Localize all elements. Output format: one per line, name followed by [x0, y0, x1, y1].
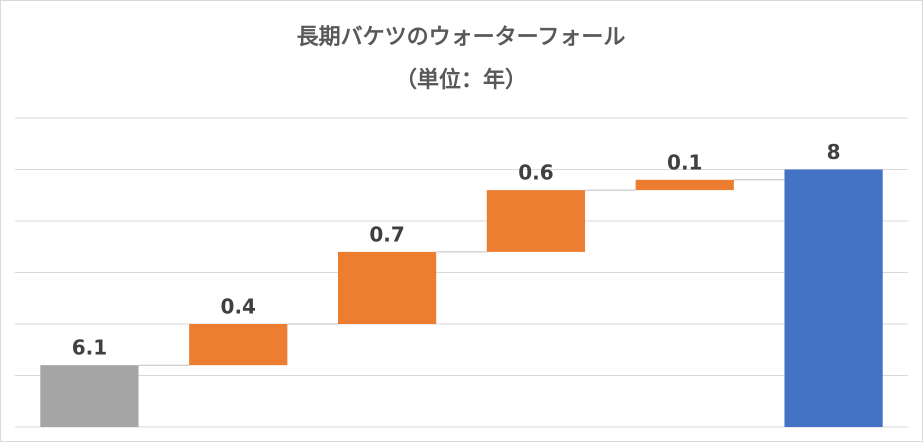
- bar: [486, 190, 586, 252]
- data-label: 0.1: [667, 150, 702, 174]
- bar: [635, 179, 734, 191]
- data-label: 6.1: [72, 336, 107, 360]
- data-label: 0.6: [518, 161, 553, 185]
- bar: [337, 251, 437, 324]
- chart-title: 長期バケツのウォーターフォール: [297, 25, 626, 50]
- bar: [189, 324, 288, 366]
- bar: [40, 365, 139, 427]
- data-label: 0.4: [221, 295, 256, 319]
- data-label: 0.7: [369, 222, 404, 246]
- data-label: 8: [827, 140, 841, 164]
- bar: [784, 169, 883, 427]
- chart-subtitle: （単位：年）: [395, 67, 527, 93]
